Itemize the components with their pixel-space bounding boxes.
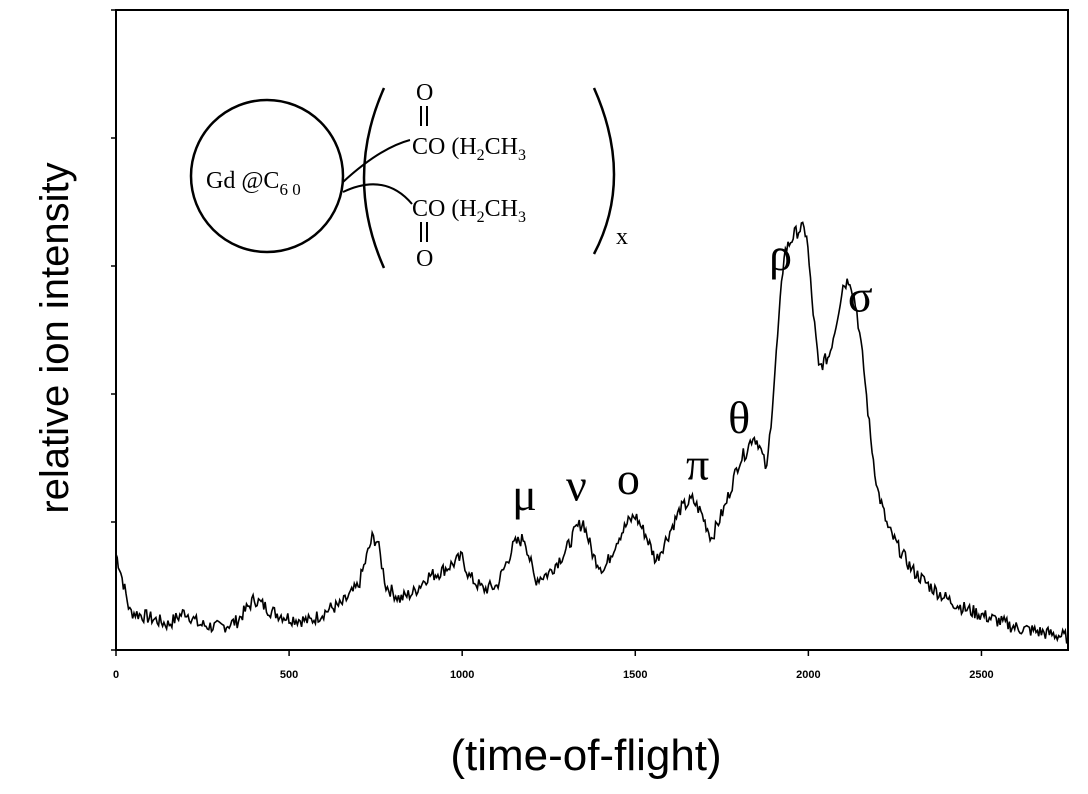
peak-labels: μ ν o πθ ρ σ — [512, 229, 873, 520]
y-ticks — [111, 9, 116, 651]
peak-label: ν — [566, 459, 587, 510]
ester-group-top: CO (H2CH3 — [412, 134, 526, 164]
cross-bond-2 — [342, 183, 413, 205]
compound-label: Gd @C6 0 — [206, 168, 301, 199]
x-tick-label: 0 — [113, 669, 119, 681]
cross-bond-1 — [342, 139, 411, 183]
peak-label: θ — [728, 392, 750, 443]
x-tick-label: 2500 — [969, 669, 993, 681]
x-ticks: 0 500 1000 1500 2000 2500 — [113, 650, 994, 681]
y-axis-label: relative ion intensity — [33, 162, 77, 513]
peak-label: μ — [512, 469, 537, 520]
repeat-multiplier: x — [616, 224, 628, 250]
plot-frame — [115, 9, 1069, 651]
left-bracket — [362, 87, 386, 269]
series-group — [115, 221, 1069, 644]
series-line — [115, 221, 1069, 644]
x-tick-label: 2000 — [796, 669, 820, 681]
carbonyl-o-bottom: O — [416, 246, 433, 272]
fullerene-circle — [189, 98, 345, 254]
right-bracket — [592, 87, 616, 255]
carbonyl-o-top: O — [416, 80, 433, 106]
peak-label: ρ — [769, 229, 792, 280]
peak-label: o — [617, 453, 640, 504]
ester-group-bottom: CO (H2CH3 — [412, 196, 526, 226]
x-tick-label: 1500 — [623, 669, 647, 681]
x-tick-label: 1000 — [450, 669, 474, 681]
peak-label: σ — [848, 271, 873, 322]
x-tick-label: 500 — [280, 669, 298, 681]
x-axis-label: (time-of-flight) — [450, 731, 721, 780]
structure-inset: Gd @C6 0 O CO (H2CH3 CO (H2CH3 O x — [189, 80, 628, 272]
peak-label: π — [686, 438, 709, 489]
